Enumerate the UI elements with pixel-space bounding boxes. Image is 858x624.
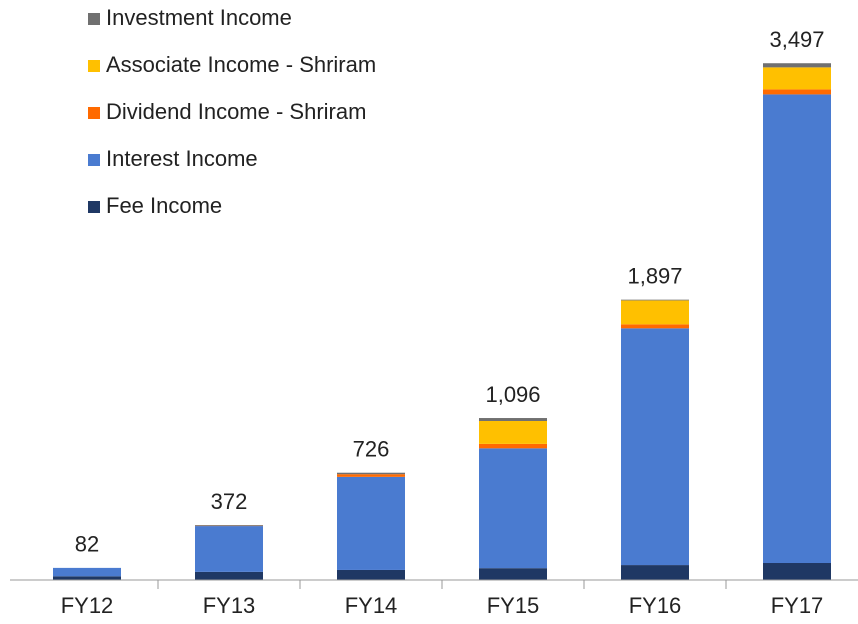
bar-segment — [479, 568, 547, 580]
bar-segment — [337, 474, 405, 477]
bar-segment — [763, 63, 831, 68]
legend-label: Fee Income — [106, 193, 222, 218]
bar-segment — [337, 476, 405, 570]
x-tick-label: FY12 — [61, 593, 114, 618]
total-label: 372 — [211, 489, 248, 514]
x-tick-label: FY14 — [345, 593, 398, 618]
x-tick-label: FY13 — [203, 593, 256, 618]
total-label: 726 — [353, 437, 390, 462]
x-tick-label: FY15 — [487, 593, 540, 618]
bar-segment — [763, 89, 831, 95]
bar-segment — [479, 418, 547, 421]
bar-segment — [195, 526, 263, 572]
x-tick-label: FY17 — [771, 593, 824, 618]
total-label: 82 — [75, 532, 99, 557]
legend-label: Interest Income — [106, 146, 258, 171]
bar-segment — [479, 420, 547, 444]
bar-segment — [763, 67, 831, 90]
legend-label: Investment Income — [106, 5, 292, 30]
bar-segment — [479, 443, 547, 449]
legend-swatch — [88, 13, 100, 25]
legend-swatch — [88, 201, 100, 213]
x-tick-label: FY16 — [629, 593, 682, 618]
bar-segment — [621, 299, 689, 301]
bar-segment — [53, 567, 121, 577]
bar-segment — [195, 525, 263, 526]
total-label: 1,096 — [485, 382, 540, 407]
bar-segment — [195, 571, 263, 580]
legend-label: Dividend Income - Shriram — [106, 99, 366, 124]
total-label: 1,897 — [627, 263, 682, 288]
total-label: 3,497 — [769, 27, 824, 52]
legend-swatch — [88, 107, 100, 119]
bar-segment — [621, 565, 689, 580]
bar-segment — [337, 569, 405, 580]
bar-segment — [53, 576, 121, 580]
bar-segment — [621, 300, 689, 325]
bar-segment — [621, 324, 689, 329]
legend-swatch — [88, 60, 100, 72]
bar-segment — [763, 94, 831, 564]
bar-segment — [337, 472, 405, 475]
bar-segment — [479, 448, 547, 569]
bar-segment — [763, 563, 831, 580]
legend-swatch — [88, 154, 100, 166]
bar-segment — [621, 328, 689, 566]
legend-label: Associate Income - Shriram — [106, 52, 376, 77]
